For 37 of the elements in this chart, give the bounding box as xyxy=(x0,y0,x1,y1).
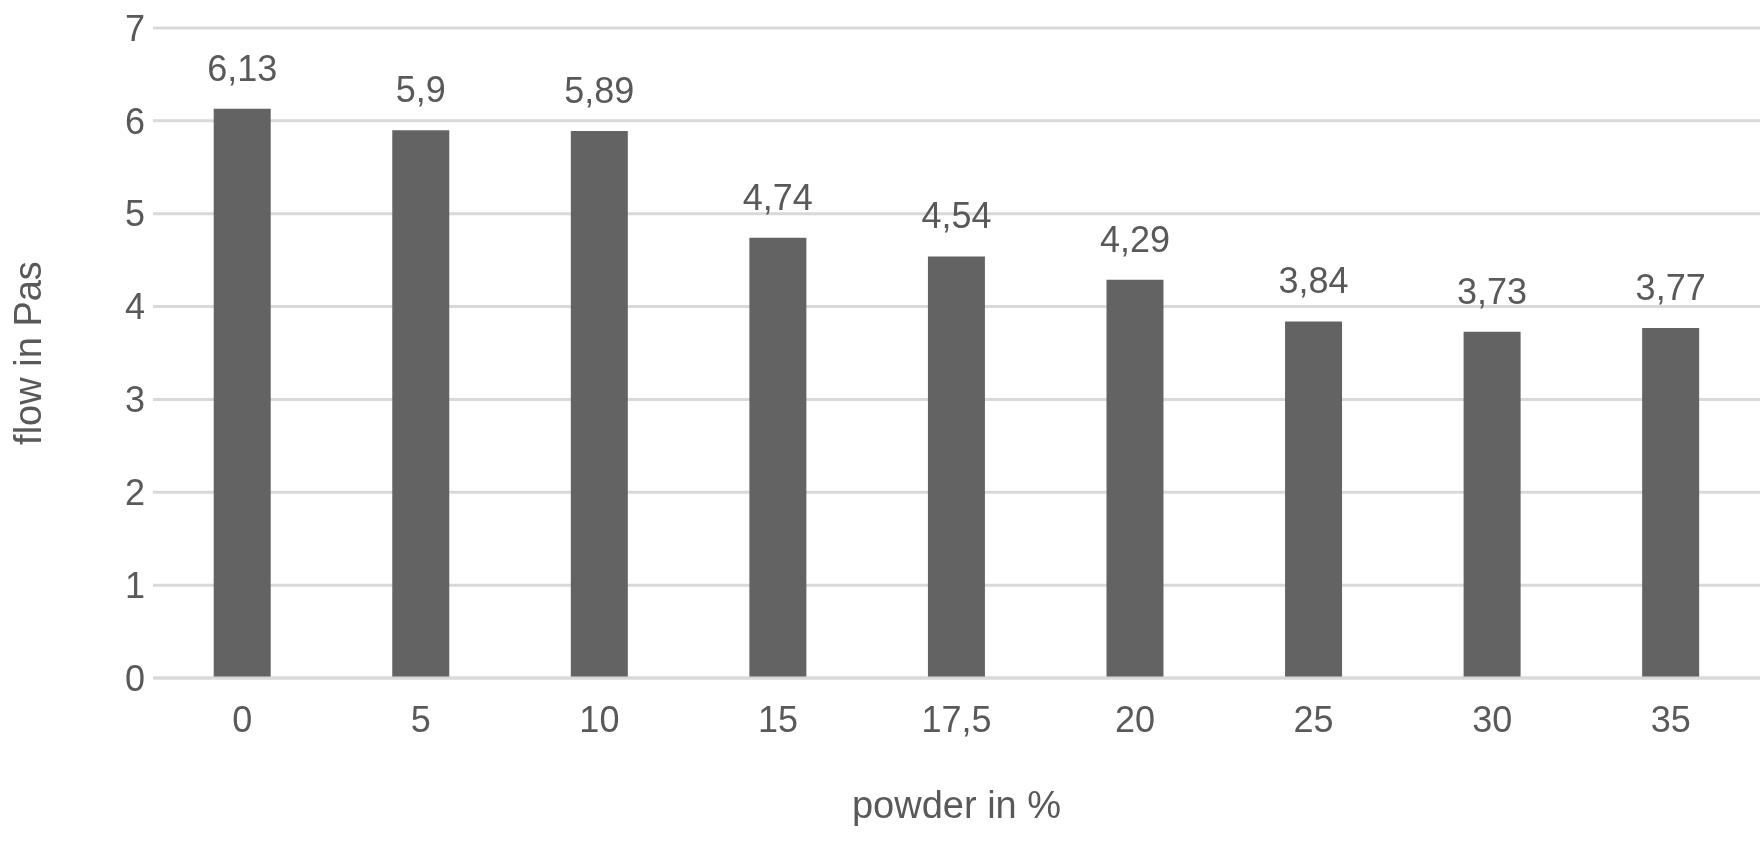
y-tick-label: 2 xyxy=(124,472,145,514)
x-axis-title: powder in % xyxy=(851,784,1062,826)
y-tick-label: 1 xyxy=(124,564,145,606)
bar xyxy=(1285,321,1343,678)
x-tick-label: 10 xyxy=(579,698,620,740)
x-tick-label: 30 xyxy=(1472,698,1513,740)
bar xyxy=(213,108,271,678)
data-label: 3,77 xyxy=(1635,266,1706,308)
x-tick-label: 17,5 xyxy=(921,698,992,740)
x-tick-label: 25 xyxy=(1293,698,1334,740)
bar xyxy=(1642,327,1700,678)
data-label: 4,29 xyxy=(1099,218,1171,260)
data-label: 3,73 xyxy=(1457,270,1528,312)
data-label: 6,13 xyxy=(207,47,278,89)
data-label: 5,9 xyxy=(395,69,446,111)
data-label: 4,54 xyxy=(921,195,992,237)
x-tick-label: 0 xyxy=(232,698,253,740)
data-label: 4,74 xyxy=(742,176,813,218)
y-tick-label: 4 xyxy=(124,286,145,328)
x-tick-label: 20 xyxy=(1115,698,1156,740)
bar xyxy=(1463,331,1521,678)
data-label: 5,89 xyxy=(564,70,635,112)
y-tick-label: 6 xyxy=(124,100,145,142)
bar xyxy=(927,256,985,678)
y-tick-label: 5 xyxy=(124,193,145,235)
y-tick-label: 0 xyxy=(124,657,145,699)
x-tick-label: 35 xyxy=(1650,698,1691,740)
x-tick-label: 5 xyxy=(410,698,431,740)
y-axis-title: flow in Pas xyxy=(7,261,50,445)
y-tick-label: 3 xyxy=(124,379,145,421)
bar xyxy=(749,237,807,678)
x-tick-label: 15 xyxy=(757,698,798,740)
y-tick-label: 7 xyxy=(124,7,145,49)
bar xyxy=(570,131,628,678)
bar xyxy=(1106,279,1164,678)
bar xyxy=(392,130,450,678)
data-label: 3,84 xyxy=(1278,260,1349,302)
